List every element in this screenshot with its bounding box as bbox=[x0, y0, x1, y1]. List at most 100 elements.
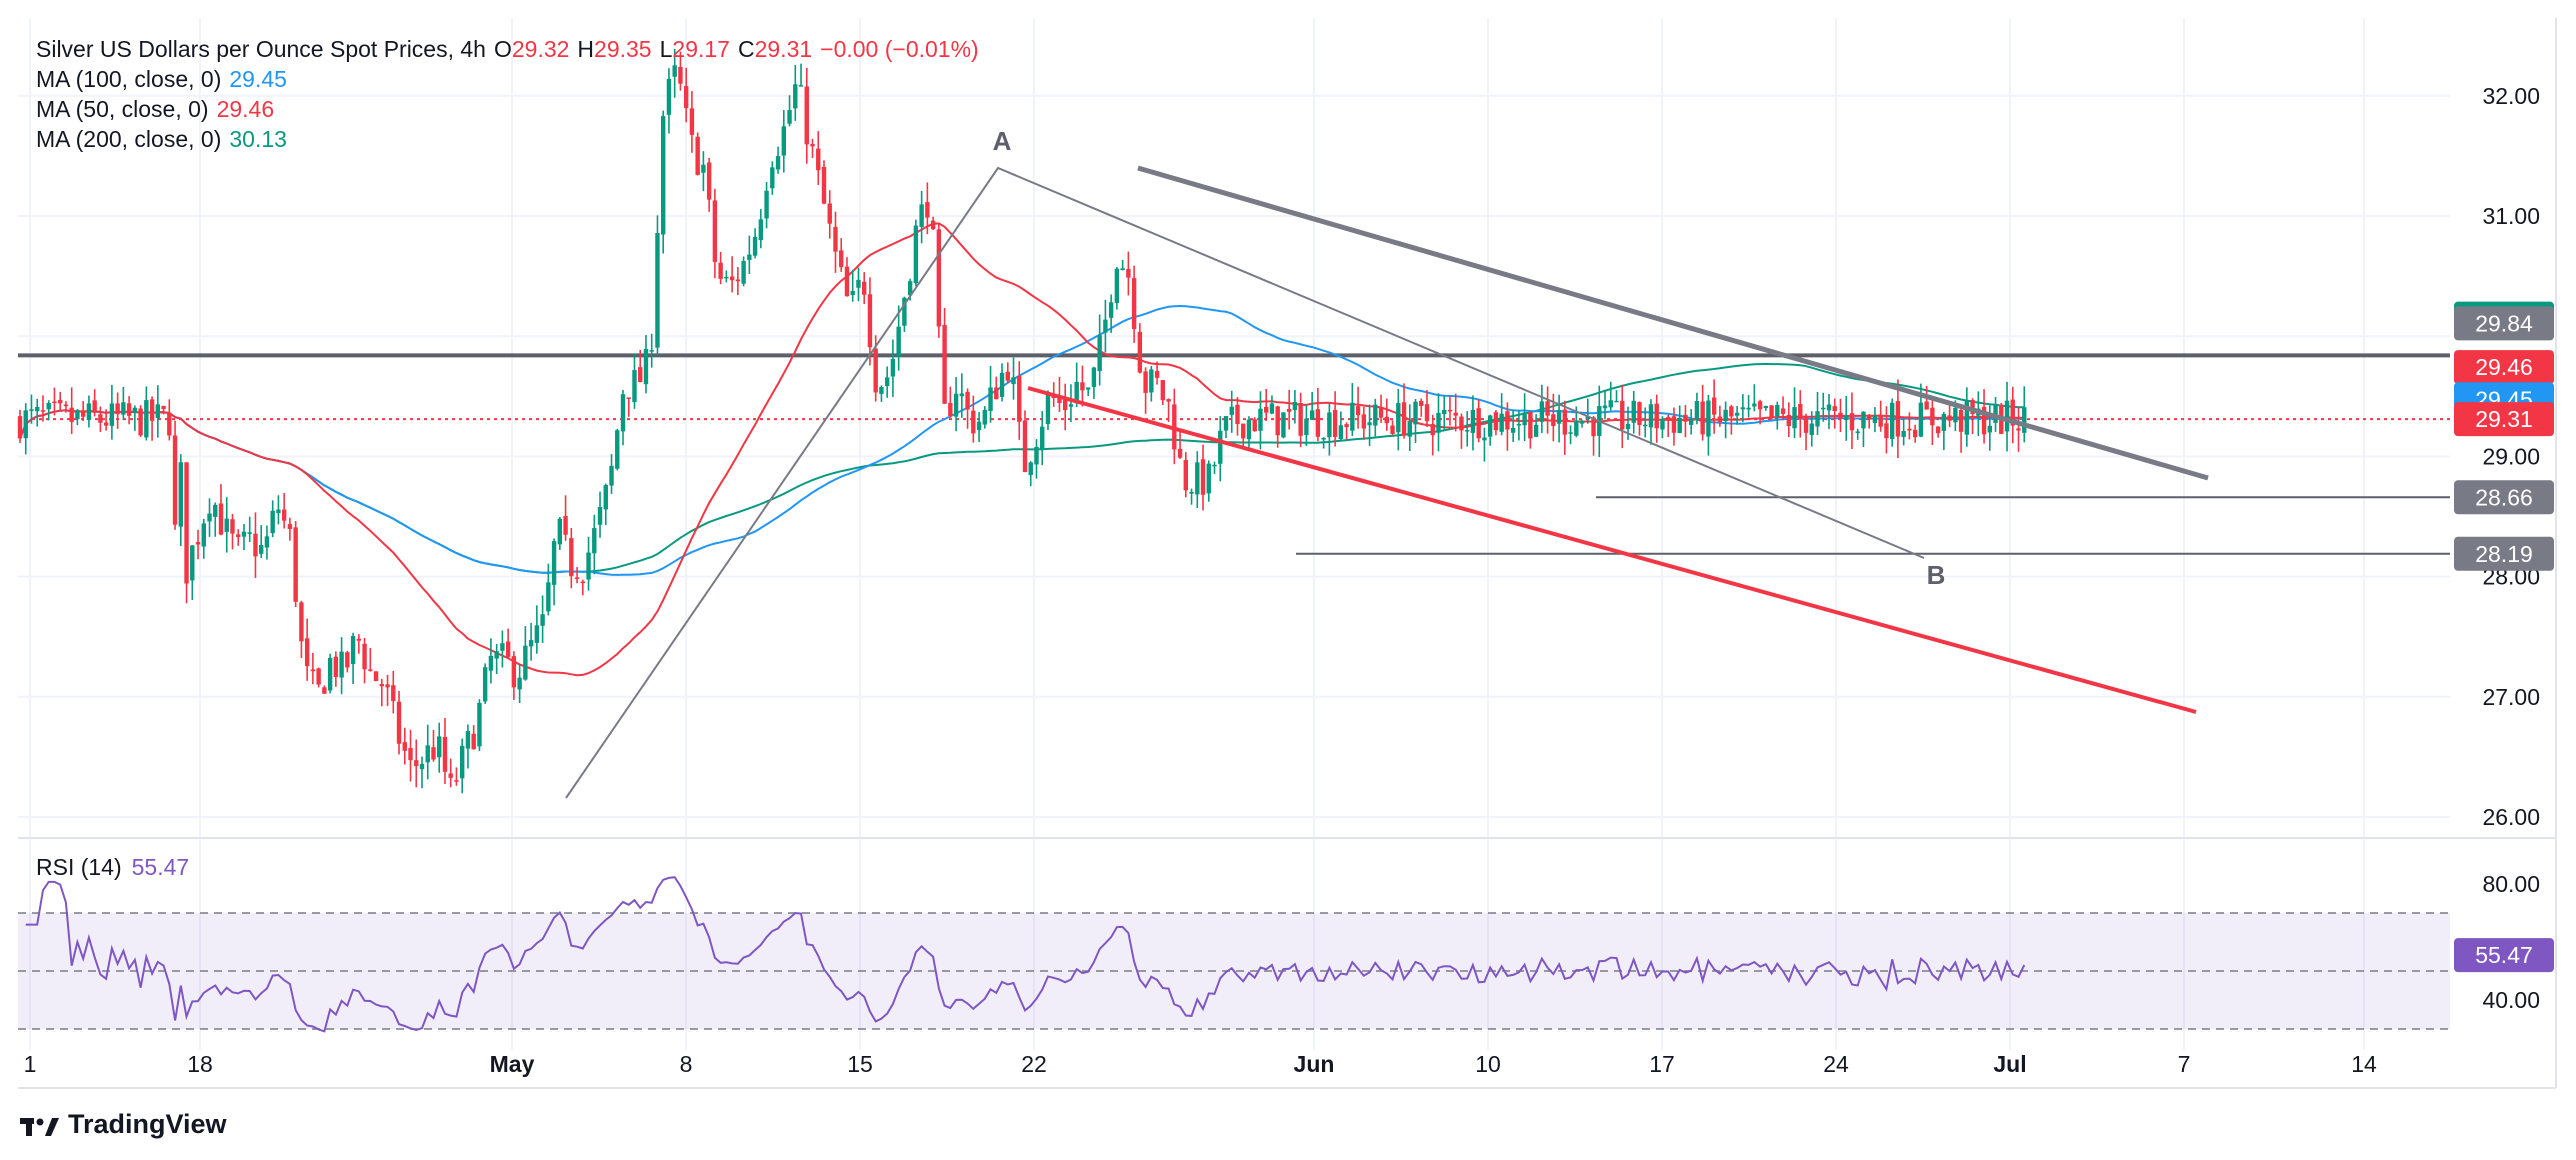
candle-body bbox=[17, 416, 23, 439]
candle-body bbox=[1815, 411, 1820, 427]
candle-body bbox=[1022, 420, 1028, 473]
candle-body bbox=[1700, 401, 1705, 435]
candle-body bbox=[1798, 404, 1803, 420]
ma100-row[interactable]: MA (100, close, 0) 29.45 bbox=[36, 64, 979, 94]
candle-body bbox=[184, 462, 189, 584]
grid bbox=[18, 18, 2557, 1089]
candle-body bbox=[149, 399, 155, 421]
candle-body bbox=[827, 203, 832, 224]
candle-body bbox=[454, 780, 459, 782]
candle-body bbox=[546, 582, 551, 612]
upper-trendline bbox=[1137, 165, 2209, 481]
l-label: L bbox=[659, 36, 673, 62]
candle-body bbox=[953, 393, 959, 417]
candle-body bbox=[40, 410, 46, 412]
candle-body bbox=[839, 250, 844, 268]
brand[interactable]: TradingView bbox=[20, 1109, 227, 1140]
candle-body bbox=[1212, 464, 1217, 467]
candle-body bbox=[1677, 417, 1682, 434]
candle-body bbox=[276, 509, 281, 514]
candle-body bbox=[264, 536, 270, 548]
candle-body bbox=[241, 531, 247, 537]
candle-body bbox=[494, 651, 499, 659]
legend: Silver US Dollars per Ounce Spot Prices,… bbox=[36, 34, 979, 154]
candle-body bbox=[1930, 407, 1935, 426]
candle-body bbox=[1614, 400, 1619, 403]
candle-body bbox=[1327, 412, 1332, 438]
candle-body bbox=[1258, 408, 1263, 431]
candle-body bbox=[1786, 414, 1791, 426]
candle-body bbox=[1746, 407, 1751, 410]
candle-body bbox=[1987, 425, 1992, 433]
c-label: C bbox=[737, 36, 755, 62]
candle-body bbox=[281, 509, 287, 521]
candle-body bbox=[92, 400, 97, 413]
candle-body bbox=[488, 655, 494, 671]
candle-body bbox=[626, 397, 631, 399]
candle-body bbox=[551, 541, 557, 585]
rsi-line bbox=[25, 876, 2026, 1033]
candle-body bbox=[1085, 387, 1091, 390]
price-badge-last: 29.31 bbox=[2454, 402, 2554, 437]
candle-body bbox=[1907, 428, 1912, 431]
candle-body bbox=[505, 641, 511, 657]
rsi-tick-label: 80.00 bbox=[2482, 871, 2540, 897]
candle-body bbox=[1189, 491, 1194, 494]
rsi-badge-text: 55.47 bbox=[2475, 942, 2533, 968]
candle-body bbox=[1803, 415, 1809, 433]
candle-body bbox=[758, 219, 764, 241]
candle-body bbox=[1465, 430, 1470, 432]
rsi-legend[interactable]: RSI (14) 55.47 bbox=[36, 854, 189, 881]
candle-body bbox=[907, 281, 913, 296]
time-tick-label: 24 bbox=[1823, 1051, 1849, 1077]
ma200-line bbox=[19, 362, 2025, 574]
ma50-label: MA (50, close, 0) bbox=[36, 96, 209, 122]
candle-body bbox=[195, 542, 201, 545]
candle-body bbox=[350, 636, 356, 664]
candle-body bbox=[1734, 412, 1740, 416]
candle-body bbox=[178, 462, 183, 527]
candle-body bbox=[867, 294, 873, 348]
candle-body bbox=[1516, 424, 1522, 426]
candle-body bbox=[844, 266, 850, 297]
candle-body bbox=[1177, 448, 1183, 458]
candle-body bbox=[1562, 409, 1568, 435]
candle-body bbox=[1671, 416, 1677, 433]
symbol-title[interactable]: Silver US Dollars per Ounce Spot Prices,… bbox=[36, 36, 486, 62]
ma50-row[interactable]: MA (50, close, 0) 29.46 bbox=[36, 94, 979, 124]
candle-body bbox=[1476, 408, 1481, 439]
candle-body bbox=[207, 513, 212, 522]
candle-body bbox=[821, 166, 827, 204]
candle-body bbox=[86, 403, 92, 421]
time-tick-label: 22 bbox=[1021, 1051, 1047, 1077]
candle-body bbox=[643, 348, 649, 385]
candle-body bbox=[741, 260, 746, 284]
candle-body bbox=[1981, 406, 1987, 435]
candle-body bbox=[103, 422, 109, 426]
time-axis[interactable]: 1 18 May 8 15 22 Jun 10 17 24 Jul 7 14 bbox=[24, 1051, 2377, 1077]
candle-body bbox=[1447, 409, 1453, 412]
candle-body bbox=[528, 640, 534, 647]
time-tick-label: 15 bbox=[847, 1051, 873, 1077]
price-badge-bg bbox=[2454, 402, 2554, 437]
candle-body bbox=[752, 236, 758, 256]
ma200-row[interactable]: MA (200, close, 0) 30.13 bbox=[36, 124, 979, 154]
candle-body bbox=[75, 410, 80, 420]
time-tick-label: 7 bbox=[2178, 1051, 2191, 1077]
candle-body bbox=[1195, 462, 1200, 495]
candle-body bbox=[63, 404, 69, 407]
candle-body bbox=[322, 687, 327, 694]
price-badge-text: 28.19 bbox=[2475, 541, 2533, 567]
candle-body bbox=[1407, 421, 1412, 437]
candle-body bbox=[1568, 432, 1573, 434]
candle-body bbox=[810, 143, 815, 147]
candle-body bbox=[230, 519, 235, 534]
candle-body bbox=[23, 410, 28, 439]
candle-body bbox=[356, 638, 362, 641]
candle-body bbox=[1757, 401, 1763, 410]
candle-body bbox=[666, 78, 672, 115]
candle-body bbox=[1539, 401, 1545, 422]
candle-body bbox=[1453, 412, 1458, 416]
price-axis[interactable]: 26.0027.0028.0029.0031.0032.0033.0040.00… bbox=[2454, 0, 2554, 1013]
candle-body bbox=[259, 544, 264, 554]
